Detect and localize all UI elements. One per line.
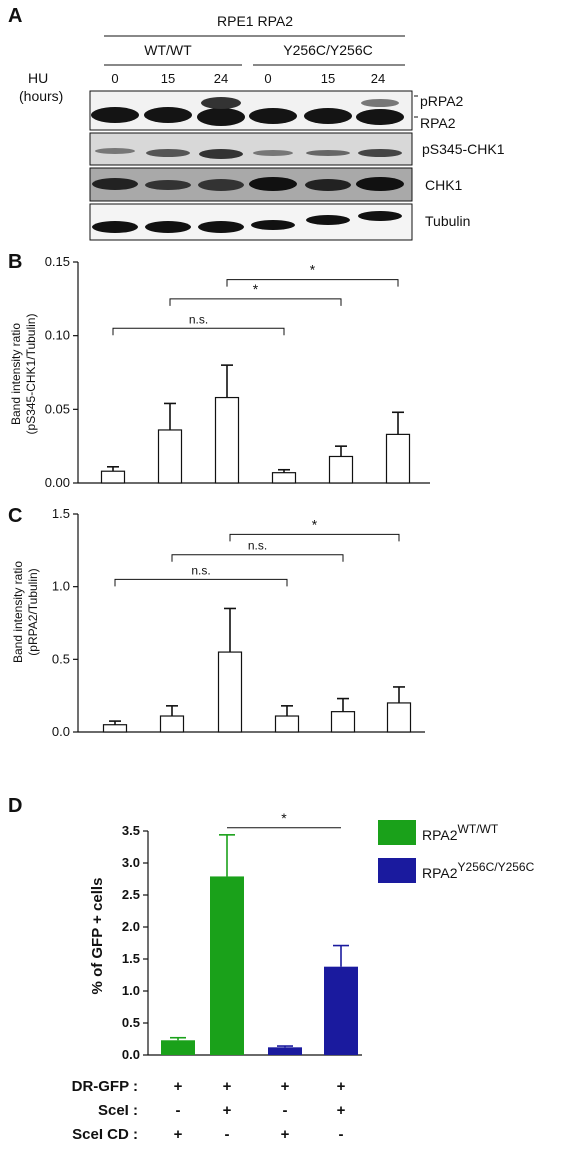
y-axis-label: (pS345-CHK1/Tubulin) bbox=[24, 314, 38, 435]
blot-label-chk1: CHK1 bbox=[425, 177, 463, 193]
blot-label-ps345-chk1: pS345-CHK1 bbox=[422, 141, 505, 157]
significance-label: * bbox=[312, 516, 318, 532]
panel-b-letter: B bbox=[8, 251, 22, 273]
bar bbox=[102, 724, 128, 733]
legend-swatch bbox=[378, 820, 416, 845]
bar bbox=[100, 470, 126, 484]
blot-label-tubulin: Tubulin bbox=[425, 213, 470, 229]
bar bbox=[274, 715, 300, 733]
panel-a: A RPE1 RPA2 WT/WT Y256C/Y256C HU (hours)… bbox=[8, 5, 505, 241]
y-axis-label: (pRPA2/Tubulin) bbox=[26, 568, 40, 655]
y-tick-label: 2.5 bbox=[122, 887, 140, 902]
y-tick-label: 0.5 bbox=[52, 651, 70, 666]
bar bbox=[210, 876, 244, 1055]
condition-mark: - bbox=[176, 1102, 181, 1119]
significance-label: n.s. bbox=[191, 563, 210, 577]
comparison-bracket bbox=[114, 578, 288, 587]
y-tick-label: 1.5 bbox=[52, 506, 70, 521]
bar bbox=[386, 702, 412, 733]
y-axis-label: Band intensity ratio bbox=[11, 561, 25, 663]
y-tick-label: 1.0 bbox=[122, 983, 140, 998]
y-tick-label: 3.5 bbox=[122, 823, 140, 838]
legend-label: RPA2WT/WT bbox=[422, 822, 499, 843]
significance-label: * bbox=[310, 262, 316, 278]
y-tick-label: 2.0 bbox=[122, 919, 140, 934]
bar bbox=[159, 715, 185, 733]
panel-c-letter: C bbox=[8, 505, 22, 527]
blot-tubulin bbox=[89, 203, 413, 241]
bar bbox=[324, 966, 358, 1055]
condition-mark: + bbox=[337, 1078, 346, 1095]
significance-label: n.s. bbox=[189, 312, 208, 326]
hu-label: HU bbox=[28, 70, 48, 86]
y-tick-label: 0.10 bbox=[45, 328, 70, 343]
bar bbox=[161, 1040, 195, 1055]
significance-label: n.s. bbox=[248, 539, 267, 553]
blot-label-prpa2: pRPA2 bbox=[420, 93, 464, 109]
condition-mark: + bbox=[223, 1102, 232, 1119]
chart-b: B 0.00 0.05 0.10 0.15 Band intensity ratio (p… bbox=[8, 251, 430, 490]
condition-mark: + bbox=[281, 1078, 290, 1095]
hours-label: (hours) bbox=[19, 88, 63, 104]
y-tick-label: 0.0 bbox=[52, 724, 70, 739]
timepoint-label: 0 bbox=[111, 71, 118, 86]
bar bbox=[157, 429, 183, 484]
y-tick-label: 3.0 bbox=[122, 855, 140, 870]
condition-mark: + bbox=[337, 1102, 346, 1119]
timepoint-label: 0 bbox=[264, 71, 271, 86]
chart-c: C 0.0 0.5 1.0 1.5 Band intensity ratio (pRPA2… bbox=[8, 505, 425, 739]
bar bbox=[328, 455, 354, 484]
condition-mark: - bbox=[225, 1126, 230, 1143]
genotype-wt-label: WT/WT bbox=[144, 42, 192, 58]
bar bbox=[214, 396, 240, 484]
bar bbox=[217, 651, 243, 733]
blot-ps345-chk1 bbox=[89, 132, 413, 166]
legend-label: RPA2Y256C/Y256C bbox=[422, 860, 535, 881]
legend-swatch bbox=[378, 858, 416, 883]
blot-label-rpa2: RPA2 bbox=[420, 115, 456, 131]
condition-label: SceI CD : bbox=[72, 1126, 138, 1143]
bar bbox=[385, 433, 411, 484]
y-axis-label: Band intensity ratio bbox=[9, 323, 23, 425]
comparison-bracket bbox=[112, 327, 285, 336]
condition-label: SceI : bbox=[98, 1102, 138, 1119]
comparison-bracket bbox=[171, 554, 344, 562]
timepoint-label: 15 bbox=[321, 71, 335, 86]
y-tick-label: 0.5 bbox=[122, 1015, 140, 1030]
timepoint-label: 24 bbox=[214, 71, 228, 86]
timepoint-label: 15 bbox=[161, 71, 175, 86]
comparison-bracket bbox=[226, 279, 399, 287]
chart-d: D 0.0 0.5 1.0 1.5 2.0 2.5 3.0 3.5 % of GFP + cel… bbox=[8, 795, 535, 1143]
y-tick-label: 0.15 bbox=[45, 254, 70, 269]
panel-a-letter: A bbox=[8, 5, 22, 27]
timepoint-label: 24 bbox=[371, 71, 385, 86]
condition-label: DR-GFP : bbox=[72, 1078, 138, 1095]
comparison-bracket bbox=[169, 298, 342, 306]
condition-mark: - bbox=[339, 1126, 344, 1143]
comparison-bracket bbox=[229, 533, 400, 542]
y-tick-label: 1.5 bbox=[122, 951, 140, 966]
y-tick-label: 0.00 bbox=[45, 475, 70, 490]
bar bbox=[268, 1047, 302, 1055]
genotype-mut-label: Y256C/Y256C bbox=[283, 42, 373, 58]
condition-mark: + bbox=[174, 1126, 183, 1143]
condition-mark: + bbox=[223, 1078, 232, 1095]
significance-label: * bbox=[253, 281, 259, 297]
blot-rpa2 bbox=[89, 90, 413, 131]
condition-mark: + bbox=[281, 1126, 290, 1143]
condition-mark: - bbox=[283, 1102, 288, 1119]
y-tick-label: 0.05 bbox=[45, 401, 70, 416]
bar bbox=[271, 472, 297, 484]
y-axis-label: % of GFP + cells bbox=[89, 878, 106, 995]
significance-label: * bbox=[281, 810, 287, 826]
y-tick-label: 0.0 bbox=[122, 1047, 140, 1062]
bar bbox=[330, 711, 356, 733]
panel-a-title: RPE1 RPA2 bbox=[217, 13, 293, 29]
blot-chk1 bbox=[89, 167, 413, 202]
panel-d-letter: D bbox=[8, 795, 22, 817]
y-tick-label: 1.0 bbox=[52, 579, 70, 594]
condition-mark: + bbox=[174, 1078, 183, 1095]
